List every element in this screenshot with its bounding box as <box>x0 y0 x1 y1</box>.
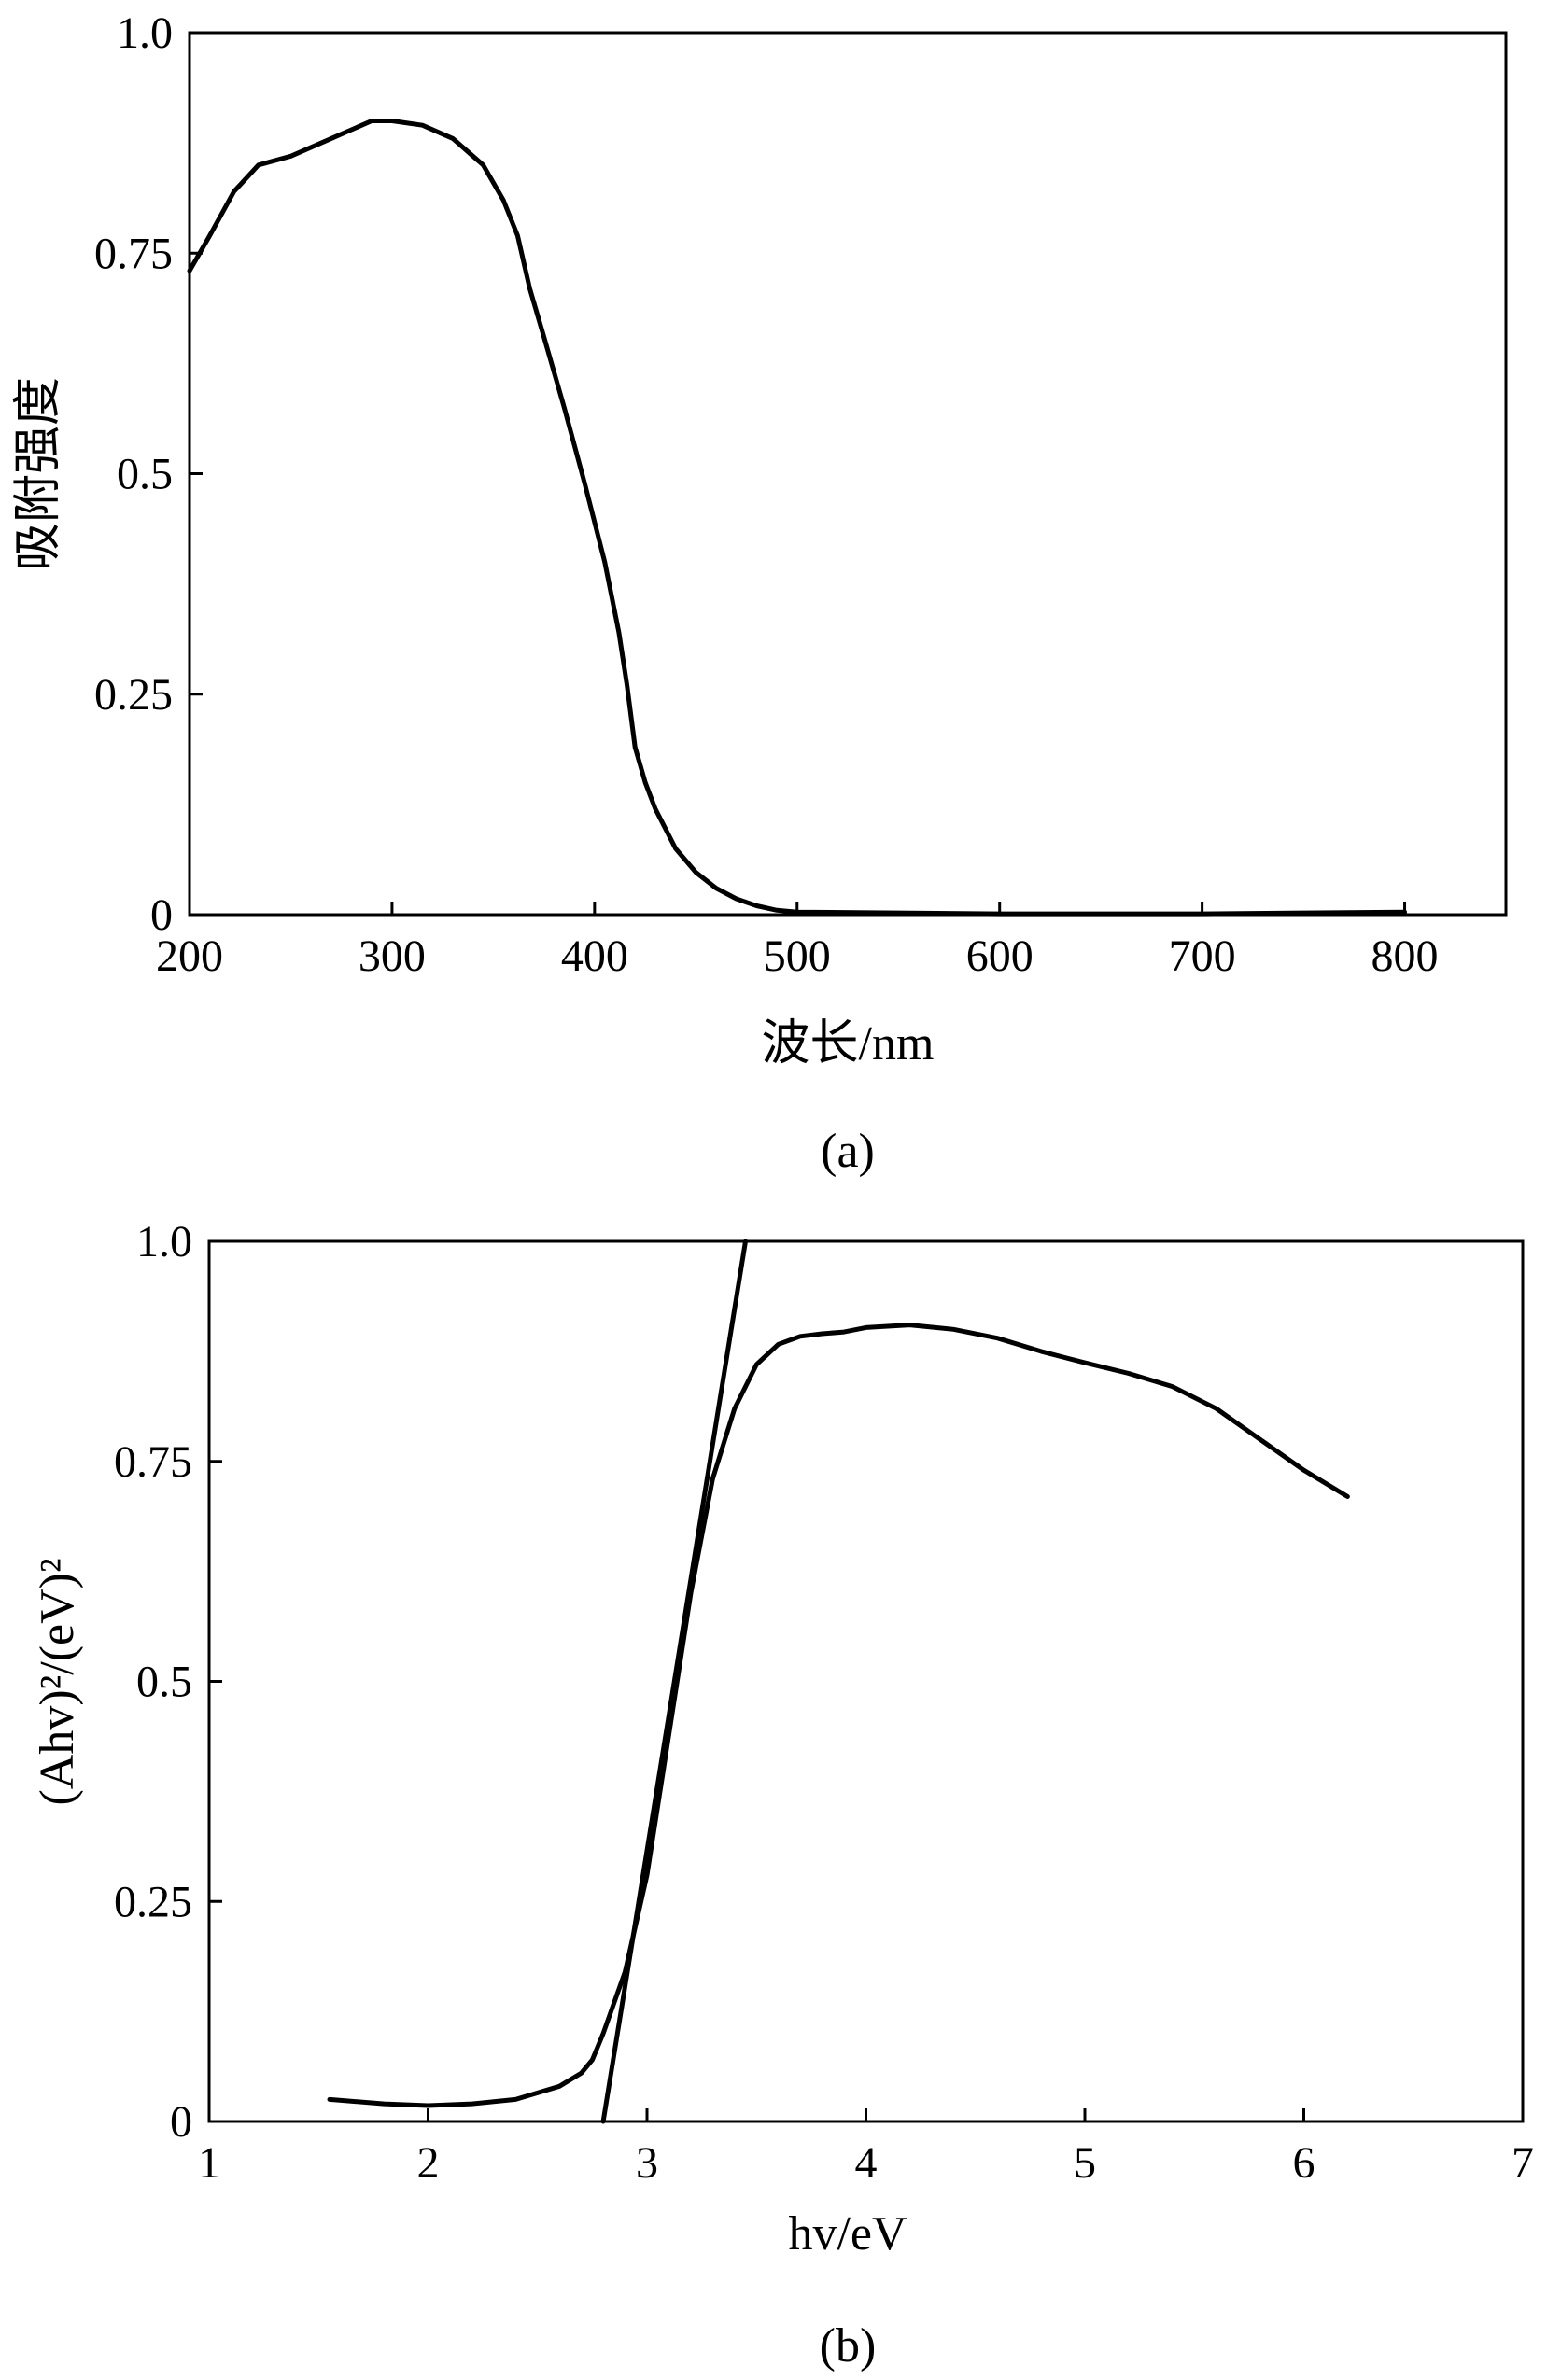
chart-b-ticks: 1 2 3 4 5 6 7 0 0.25 0.5 0.75 1.0 <box>114 1217 1534 2188</box>
chart-a-ytick-label: 0.25 <box>94 670 173 720</box>
chart-a-ytick-label: 0.5 <box>117 450 173 499</box>
chart-a-ytick-label: 0 <box>150 890 173 940</box>
chart-b-ytick-label: 0.5 <box>136 1658 192 1707</box>
chart-b-xtick-label: 1 <box>198 2138 220 2188</box>
chart-b-ytick-label: 0.75 <box>114 1437 192 1487</box>
chart-a-ytick-label: 1.0 <box>117 8 173 58</box>
chart-a-xtick-label: 700 <box>1169 931 1236 981</box>
chart-b-series-line-0 <box>327 1323 1350 2108</box>
chart-a-xtick-label: 400 <box>561 931 628 981</box>
chart-b-series <box>327 1239 1350 2124</box>
chart-b-xtick-label: 4 <box>855 2138 878 2188</box>
chart-a-xlabel: 波长/nm <box>762 1017 935 1071</box>
chart-a-xtick-label: 500 <box>764 931 831 981</box>
chart-a-series <box>187 119 1407 917</box>
chart-a-xtick-label: 200 <box>156 931 223 981</box>
chart-b-xtick-label: 7 <box>1512 2138 1534 2188</box>
chart-b-xtick-label: 2 <box>417 2138 440 2188</box>
chart-a-caption: (a) <box>821 1125 875 1178</box>
chart-b-xtick-label: 3 <box>636 2138 658 2188</box>
chart-a-series-line-0 <box>187 119 1407 917</box>
chart-a-xtick-label: 800 <box>1371 931 1439 981</box>
chart-b: 1 2 3 4 5 6 7 0 0.25 0.5 0.75 1.0 hv/eV (Ahv)²/(eV)… <box>31 1217 1534 2373</box>
chart-a-plot-frame <box>188 31 1508 917</box>
chart-b-xtick-label: 6 <box>1293 2138 1315 2188</box>
chart-a-ticks: 200 300 400 500 600 700 800 0 0.25 0.5 0.75 1.0 <box>94 8 1439 981</box>
chart-a-xtick-label: 300 <box>359 931 426 981</box>
chart-b-ylabel: (Ahv)²/(eV)² <box>31 1558 84 1805</box>
chart-b-caption: (b) <box>820 2319 877 2373</box>
chart-a-xtick-label: 600 <box>966 931 1034 981</box>
chart-b-plot-frame <box>207 1239 1525 2123</box>
chart-b-ytick-label: 0.25 <box>114 1877 192 1926</box>
chart-a: 200 300 400 500 600 700 800 0 0.25 0.5 0.75 1.0 波长/… <box>12 8 1508 1178</box>
chart-b-ytick-label: 0 <box>170 2097 192 2147</box>
chart-a-ytick-label: 0.75 <box>94 229 173 278</box>
chart-b-ytick-label: 1.0 <box>136 1217 192 1267</box>
chart-a-ylabel: 吸附强度 <box>12 377 65 571</box>
chart-b-xlabel: hv/eV <box>788 2207 907 2261</box>
chart-b-xtick-label: 5 <box>1074 2138 1096 2188</box>
chart-b-series-line-1 <box>600 1239 748 2124</box>
